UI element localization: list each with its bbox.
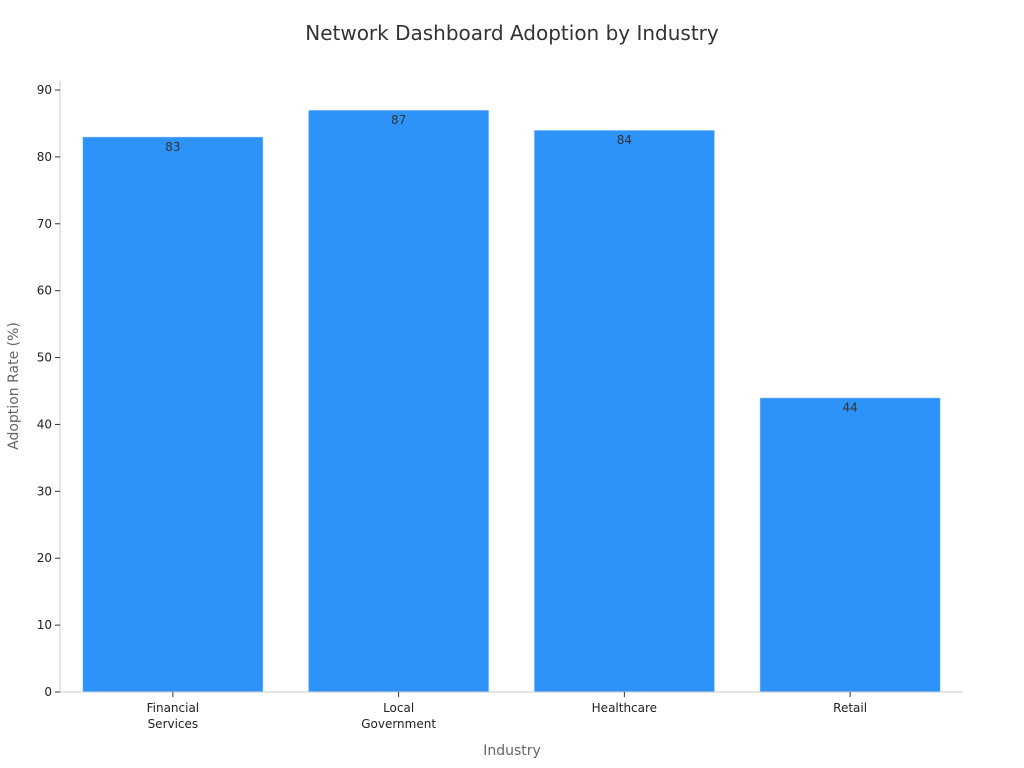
data-label-0: 83 <box>165 140 180 154</box>
data-label-1: 87 <box>391 113 406 127</box>
y-tick-label-6: 60 <box>37 284 52 298</box>
y-tick-label-1: 10 <box>37 618 52 632</box>
x-tick-label-2: Healthcare <box>592 701 657 715</box>
x-axis-ticks: Financial Services Local Government Healthca… <box>147 692 867 731</box>
x-tick-label-1: Local Government <box>361 701 436 731</box>
y-tick-label-2: 20 <box>37 551 52 565</box>
y-axis-ticks: 0 10 20 30 40 50 60 70 80 90 <box>37 83 60 699</box>
bar-0 <box>82 136 264 693</box>
y-tick-label-4: 40 <box>37 417 52 431</box>
data-labels: 83 87 84 44 <box>165 113 858 415</box>
y-tick-label-3: 30 <box>37 484 52 498</box>
y-tick-label-0: 0 <box>44 685 52 699</box>
x-axis-title: Industry <box>483 743 541 759</box>
bar-2 <box>533 129 716 693</box>
data-label-3: 44 <box>842 401 857 415</box>
data-label-2: 84 <box>617 133 632 147</box>
bar-3 <box>759 397 941 693</box>
bars <box>82 109 941 693</box>
bar-1 <box>307 109 490 693</box>
chart-title: Network Dashboard Adoption by Industry <box>305 21 719 45</box>
y-tick-label-5: 50 <box>37 351 52 365</box>
x-tick-label-3: Retail <box>833 701 867 715</box>
x-tick-label-0: Financial Services <box>147 701 200 731</box>
y-tick-label-8: 80 <box>37 150 52 164</box>
y-tick-label-9: 90 <box>37 83 52 97</box>
y-tick-label-7: 70 <box>37 217 52 231</box>
y-axis-title: Adoption Rate (%) <box>6 322 22 450</box>
